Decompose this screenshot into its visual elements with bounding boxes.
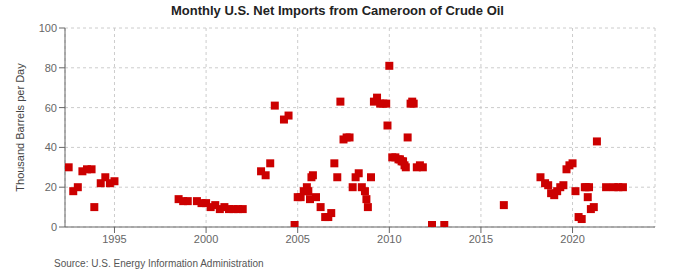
svg-text:2005: 2005 [285,233,309,245]
html-text:Source: U.S. Energy Informatio: Source: U.S. Energy Information Administ… [54,258,264,269]
svg-text:2020: 2020 [560,233,584,245]
svg-text:60: 60 [45,102,57,114]
svg-text:2010: 2010 [377,233,401,245]
svg-text:2015: 2015 [469,233,493,245]
svg-text:1995: 1995 [102,233,126,245]
svg-text:0: 0 [51,221,57,233]
svg-text:2000: 2000 [194,233,218,245]
svg-text:40: 40 [45,141,57,153]
svg-text:Thousand Barrels per Day: Thousand Barrels per Day [14,63,26,192]
svg-text:20: 20 [45,181,57,193]
svg-text:80: 80 [45,62,57,74]
svg-text:100: 100 [39,22,57,34]
html-text:Monthly U.S. Net Imports from: Monthly U.S. Net Imports from Cameroon o… [171,3,504,18]
